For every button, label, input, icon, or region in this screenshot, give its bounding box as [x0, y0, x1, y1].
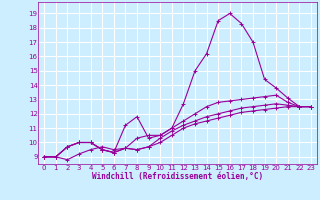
X-axis label: Windchill (Refroidissement éolien,°C): Windchill (Refroidissement éolien,°C): [92, 172, 263, 181]
